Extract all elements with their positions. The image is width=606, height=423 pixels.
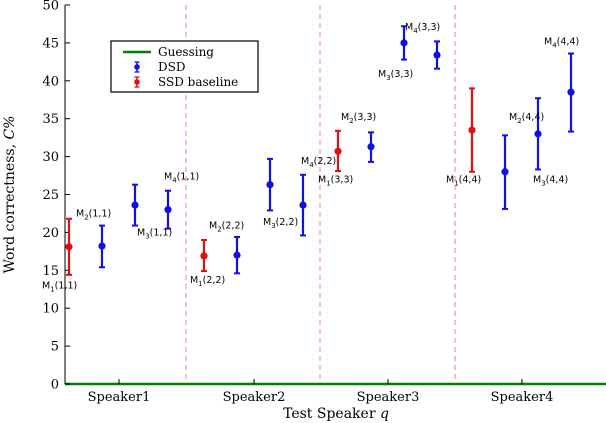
dsd-s4-m2-point: [501, 168, 509, 176]
dsd-s3-m4-point: [433, 51, 441, 59]
annotation-m1-speaker3: M1(3,3): [318, 174, 353, 187]
legend-ssd-baseline-swatch-point: [134, 79, 140, 85]
annotation-m1-speaker1: M1(1,1): [42, 280, 77, 293]
y-tick-label-40: 40: [42, 74, 59, 89]
dsd-s1-m3-point: [131, 201, 139, 209]
annotation-m3-speaker4: M3(4,4): [533, 174, 568, 187]
y-tick-label-0: 0: [51, 378, 59, 393]
y-tick-label-15: 15: [42, 264, 59, 279]
annotation-m2-speaker4: M2(4,4): [509, 112, 544, 125]
legend-dsd-swatch-point: [134, 64, 140, 70]
legend-guessing-label: Guessing: [158, 45, 214, 59]
legend-dsd-label: DSD: [158, 60, 185, 74]
y-tick-label-25: 25: [42, 188, 59, 203]
y-tick-label-10: 10: [42, 302, 59, 317]
dsd-s4-m3-point: [534, 130, 542, 138]
y-axis-title: Word correctness, C%: [2, 116, 18, 274]
legend-ssd-baseline-label: SSD baseline: [158, 75, 238, 89]
ssd-baseline-s1-m1-point: [65, 243, 73, 251]
annotation-m4-speaker1: M4(1,1): [164, 171, 199, 184]
x-tick-label-speaker3: Speaker3: [357, 390, 420, 405]
annotation-m3-speaker3: M3(3,3): [378, 69, 413, 82]
ssd-baseline-s3-m1-point: [334, 147, 342, 155]
dsd-s2-m2-point: [233, 251, 241, 259]
annotation-m3-speaker1: M3(1,1): [137, 227, 172, 240]
y-tick-label-30: 30: [42, 150, 59, 165]
annotation-m2-speaker1: M2(1,1): [76, 208, 111, 221]
dsd-s1-m4-point: [164, 206, 172, 214]
axes: 0 5 10 15 20 25 30 35 40 45 50 Speaker1 Speaker2 Spea…: [42, 0, 553, 405]
y-tick-label-35: 35: [42, 112, 59, 127]
dsd-s2-m4-point: [299, 201, 307, 209]
annotation-m2-speaker3: M2(3,3): [341, 112, 376, 125]
annotation-m1-speaker4: M1(4,4): [446, 174, 481, 187]
y-tick-label-5: 5: [51, 340, 59, 355]
y-tick-label-45: 45: [42, 36, 59, 51]
x-tick-label-speaker2: Speaker2: [223, 390, 286, 405]
ssd-baseline-s4-m1-point: [468, 126, 476, 134]
annotation-m1-speaker2: M1(2,2): [190, 275, 225, 288]
x-tick-label-speaker4: Speaker4: [491, 390, 554, 405]
y-tick-label-50: 50: [42, 0, 59, 14]
annotation-layer: M1(1,1) M2(1,1) M3(1,1) M4(1,1) M1(2,2) M2(2,…: [42, 22, 579, 293]
dsd-s1-m2-point: [98, 242, 106, 250]
y-tick-label-20: 20: [42, 226, 59, 241]
annotation-m4-speaker2: M4(2,2): [301, 156, 336, 169]
annotation-m2-speaker2: M2(2,2): [209, 221, 244, 234]
data-layer: [65, 25, 575, 276]
x-axis-title: Test Speaker q: [283, 406, 389, 422]
annotation-m4-speaker3: M4(3,3): [405, 22, 440, 35]
dsd-s2-m3-point: [266, 181, 274, 189]
dsd-s3-m2-point: [367, 143, 375, 151]
annotation-m3-speaker2: M3(2,2): [263, 217, 298, 230]
dsd-s4-m4-point: [567, 88, 575, 96]
dsd-s3-m3-point: [400, 39, 408, 47]
ssd-baseline-s2-m1-point: [200, 252, 208, 260]
x-tick-label-speaker1: Speaker1: [88, 390, 151, 405]
annotation-m4-speaker4: M4(4,4): [544, 36, 579, 49]
